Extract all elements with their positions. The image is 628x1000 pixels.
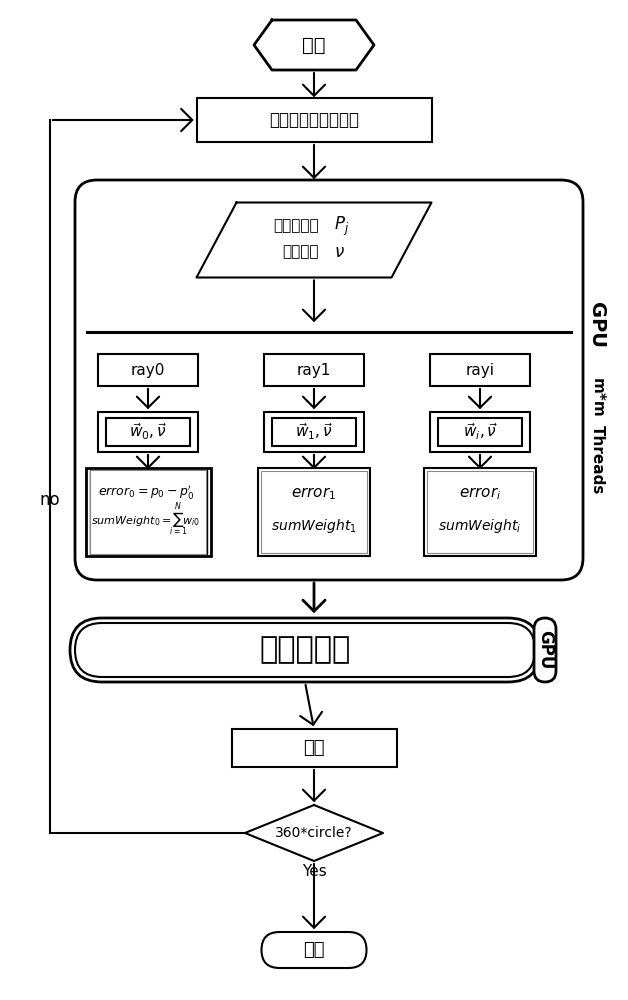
Bar [438,418,522,446]
Text: 从文件读取投影数据: 从文件读取投影数据 [269,111,359,129]
Bar [264,412,364,452]
Bar [90,470,207,554]
Text: GPU: GPU [536,630,554,670]
FancyBboxPatch shape [75,180,583,580]
Text: $\vec{w}_i,\vec{\nu}$: $\vec{w}_i,\vec{\nu}$ [463,422,497,442]
Text: $error_1$: $error_1$ [291,486,337,502]
Bar [232,729,396,767]
Text: Threads: Threads [590,425,605,495]
Text: rayi: rayi [465,362,494,377]
Text: 体数据：: 体数据： [283,244,319,259]
Bar [424,468,536,556]
Polygon shape [245,805,383,861]
Text: 结束: 结束 [303,941,325,959]
Text: $sumWeight_0=\!\!\sum_{i=1}^{N}\!\!w_{i0}$: $sumWeight_0=\!\!\sum_{i=1}^{N}\!\!w_{i0… [92,501,200,539]
Polygon shape [254,20,374,70]
Bar [272,418,356,446]
Text: m*m: m*m [590,378,605,418]
Text: $\nu$: $\nu$ [334,243,345,261]
Polygon shape [197,202,431,277]
Bar [106,418,190,446]
Text: GPU: GPU [588,302,607,348]
Text: 开始: 开始 [302,35,326,54]
Bar [430,354,530,386]
Text: $\vec{w}_0,\vec{\nu}$: $\vec{w}_0,\vec{\nu}$ [129,422,167,442]
FancyBboxPatch shape [70,618,540,682]
Text: $P_j$: $P_j$ [334,214,349,238]
FancyBboxPatch shape [534,618,556,682]
Text: $error_0 = p_0 - p_0^{\prime}$: $error_0 = p_0 - p_0^{\prime}$ [98,483,194,501]
Bar [197,98,431,142]
Text: 反投，更新: 反投，更新 [259,636,350,664]
Text: $\vec{w}_1,\vec{\nu}$: $\vec{w}_1,\vec{\nu}$ [295,422,333,442]
Bar [264,354,364,386]
Text: 360*circle?: 360*circle? [275,826,353,840]
Text: ray1: ray1 [297,362,331,377]
Bar [85,468,210,556]
Text: Yes: Yes [301,863,327,879]
Bar [258,468,370,556]
Bar [98,354,198,386]
Text: $sumWeight_i$: $sumWeight_i$ [438,517,522,535]
Bar [430,412,530,452]
Text: 投影数据：: 投影数据： [273,219,319,233]
Bar [98,412,198,452]
Text: no: no [40,491,60,509]
FancyBboxPatch shape [261,932,367,968]
FancyBboxPatch shape [75,623,535,677]
Bar [427,471,533,553]
Text: $sumWeight_1$: $sumWeight_1$ [271,517,357,535]
Text: $error_i$: $error_i$ [459,486,501,502]
Text: ray0: ray0 [131,362,165,377]
Text: 旋转: 旋转 [303,739,325,757]
Bar [261,471,367,553]
Bar [90,470,206,554]
